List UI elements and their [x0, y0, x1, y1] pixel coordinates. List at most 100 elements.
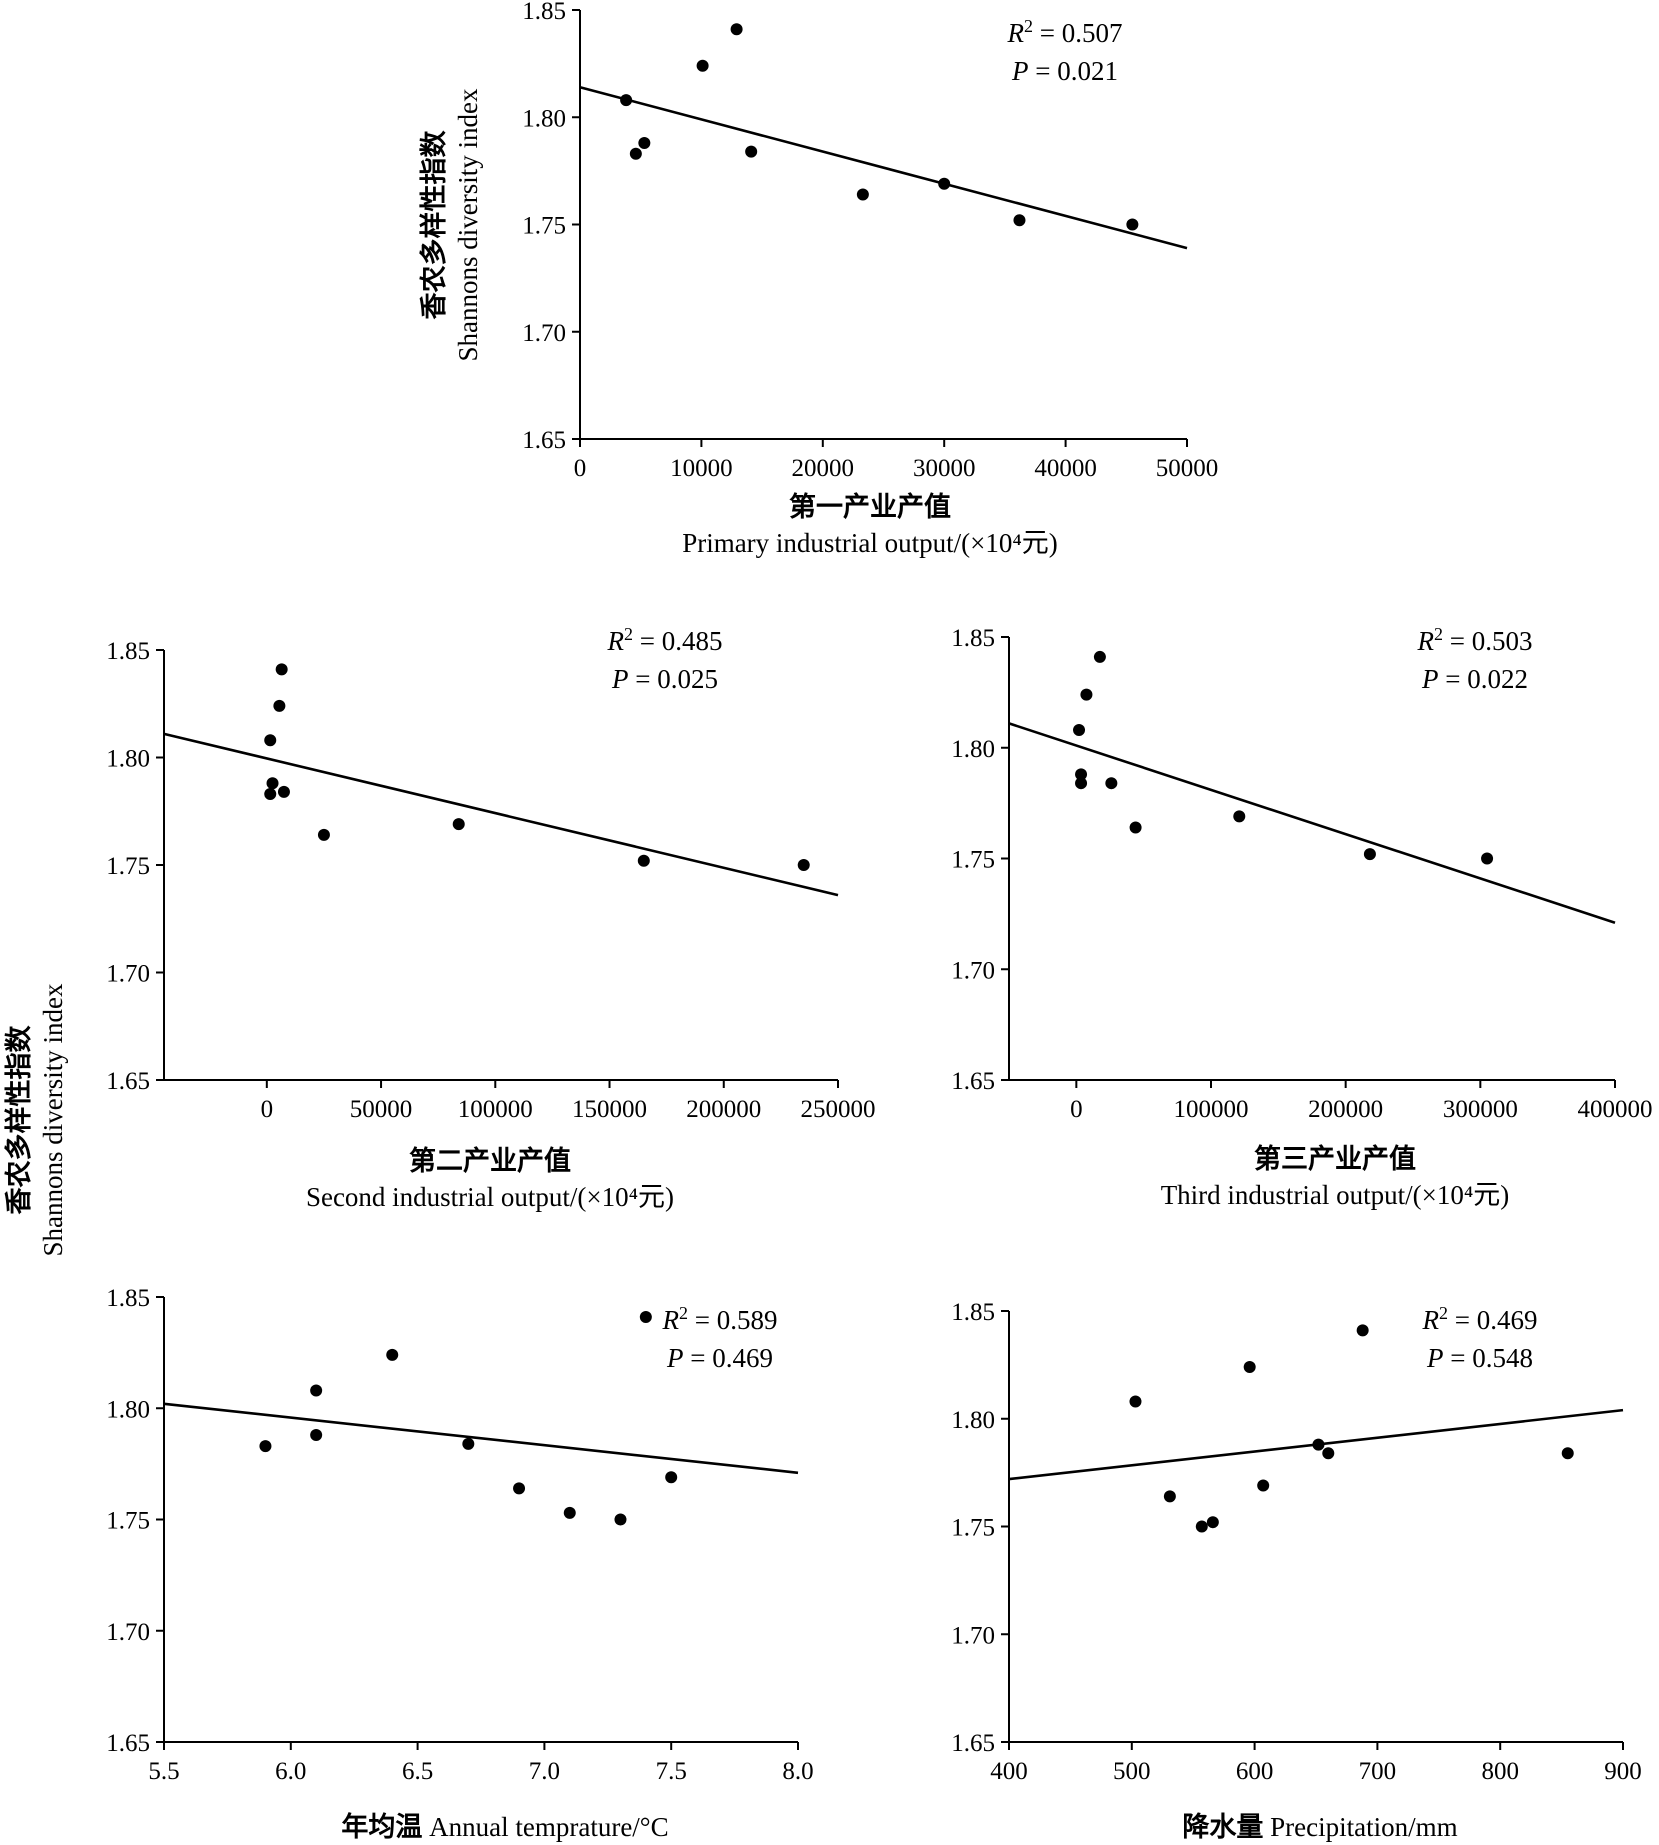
- x-tick-label: 800: [1481, 1758, 1519, 1785]
- y-tick-label: 1.85: [106, 638, 150, 665]
- x-tick-label: 7.5: [656, 1758, 687, 1785]
- x-tick-label: 0: [574, 455, 587, 482]
- data-point: [277, 785, 290, 798]
- x-tick-label: 200000: [686, 1096, 761, 1123]
- r-squared-label: R2 = 0.503: [1417, 624, 1533, 656]
- data-point: [856, 188, 869, 201]
- data-point: [1126, 218, 1139, 231]
- x-tick-label: 0: [261, 1096, 274, 1123]
- data-point: [1257, 1479, 1270, 1492]
- y-tick-label: 1.65: [106, 1730, 150, 1757]
- x-tick-label: 900: [1604, 1758, 1642, 1785]
- data-point: [264, 788, 277, 801]
- data-point: [1013, 214, 1026, 227]
- y-tick-label: 1.70: [951, 957, 995, 984]
- data-point: [259, 1440, 272, 1453]
- y-tick-label: 1.65: [106, 1068, 150, 1095]
- r-squared-label: R2 = 0.485: [607, 624, 723, 656]
- y-tick-label: 1.85: [106, 1285, 150, 1312]
- x-tick-label: 6.0: [275, 1758, 306, 1785]
- data-point: [620, 94, 633, 107]
- data-point: [730, 23, 743, 36]
- data-point: [513, 1482, 526, 1495]
- p-value-label: P = 0.022: [1421, 664, 1528, 694]
- data-point: [1105, 777, 1118, 790]
- r-squared-label: R2 = 0.507: [1007, 16, 1123, 48]
- y-tick-label: 1.65: [951, 1068, 995, 1095]
- x-tick-label: 250000: [801, 1096, 876, 1123]
- x-tick-label: 0: [1070, 1096, 1083, 1123]
- data-point: [1206, 1516, 1219, 1529]
- x-tick-label: 50000: [1156, 455, 1219, 482]
- shared-ylabel-en: Shannons diversity index: [38, 983, 68, 1256]
- y-tick-label: 1.80: [951, 1407, 995, 1434]
- data-point: [275, 663, 288, 676]
- x-tick-label: 700: [1359, 1758, 1397, 1785]
- y-tick-label: 1.65: [951, 1730, 995, 1757]
- y-tick-label: 1.75: [106, 853, 150, 880]
- panel-precipitation: 1.65 1.70 1.75 1.80 1.85 400 500 600 700 800 900 R2…: [951, 1299, 1642, 1842]
- data-point: [1075, 768, 1088, 781]
- y-tick-label: 1.80: [106, 1396, 150, 1423]
- data-point: [639, 1311, 652, 1324]
- panel-second-output: 1.65 1.70 1.75 1.80 1.85 0 50000 100000 150000 20…: [106, 624, 875, 1212]
- data-point: [665, 1471, 678, 1484]
- data-point: [1356, 1324, 1369, 1337]
- data-point: [1093, 650, 1106, 663]
- data-point: [629, 147, 642, 160]
- data-point: [1163, 1490, 1176, 1503]
- x-tick-label: 6.5: [402, 1758, 433, 1785]
- x-tick-label: 100000: [458, 1096, 533, 1123]
- y-axis-label: 香农多样性指数 Shannons diversity index: [418, 88, 483, 361]
- y-tick-label: 1.85: [951, 1299, 995, 1326]
- x-axis-label: 降水量 Precipitation/mm: [1182, 1812, 1457, 1842]
- p-value-label: P = 0.548: [1426, 1343, 1533, 1373]
- data-point: [614, 1513, 627, 1526]
- data-point: [1233, 810, 1246, 823]
- x-tick-label: 30000: [913, 455, 976, 482]
- data-point: [1481, 852, 1494, 865]
- panel-annual-temperature: 1.65 1.70 1.75 1.80 1.85 5.5 6.0 6.5 7.0 7.5 8.0 R2…: [106, 1285, 813, 1842]
- data-point: [1312, 1438, 1325, 1451]
- x-axis-label: 年均温 Annual temprature/°C: [341, 1811, 668, 1842]
- data-point: [266, 777, 279, 790]
- data-point: [273, 699, 286, 712]
- y-tick-label: 1.70: [951, 1622, 995, 1649]
- y-tick-label: 1.80: [106, 746, 150, 773]
- data-point: [310, 1428, 323, 1441]
- regression-line: [163, 1402, 799, 1475]
- x-tick-label: 100000: [1174, 1096, 1249, 1123]
- y-axis-label-en: Shannons diversity index: [453, 88, 483, 361]
- data-point: [310, 1384, 323, 1397]
- panel-third-output: 1.65 1.70 1.75 1.80 1.85 0 100000 200000 300000 4…: [951, 624, 1652, 1210]
- data-point: [462, 1437, 475, 1450]
- data-point: [1129, 1395, 1142, 1408]
- panel-primary-output: 1.65 1.70 1.75 1.80 1.85 0 10000 20000 30000 4000…: [418, 0, 1218, 558]
- data-point: [452, 818, 465, 831]
- x-axis-label-en: Third industrial output/(×10⁴元): [1161, 1180, 1510, 1210]
- x-axis-label-en: Primary industrial output/(×10⁴元): [682, 528, 1058, 558]
- data-point: [938, 177, 951, 190]
- data-point: [1195, 1520, 1208, 1533]
- y-tick-label: 1.85: [522, 0, 566, 25]
- x-axis-label-cn: 第一产业产值: [789, 491, 951, 522]
- data-point: [637, 854, 650, 867]
- data-point: [638, 136, 651, 149]
- data-point: [797, 859, 810, 871]
- y-tick-label: 1.70: [106, 1619, 150, 1646]
- x-tick-label: 8.0: [782, 1758, 813, 1785]
- y-tick-label: 1.80: [951, 736, 995, 763]
- y-tick-label: 1.75: [951, 1515, 995, 1542]
- y-tick-label: 1.75: [106, 1508, 150, 1535]
- x-axis-label-cn: 第二产业产值: [409, 1145, 571, 1176]
- y-tick-label: 1.70: [522, 320, 566, 347]
- regression-line: [579, 85, 1188, 250]
- x-tick-label: 400000: [1578, 1096, 1653, 1123]
- p-value-label: P = 0.469: [666, 1343, 773, 1373]
- x-tick-label: 150000: [572, 1096, 647, 1123]
- regression-line: [163, 732, 839, 897]
- y-tick-label: 1.75: [951, 847, 995, 874]
- p-value-label: P = 0.021: [1011, 56, 1118, 86]
- data-point: [1075, 777, 1088, 790]
